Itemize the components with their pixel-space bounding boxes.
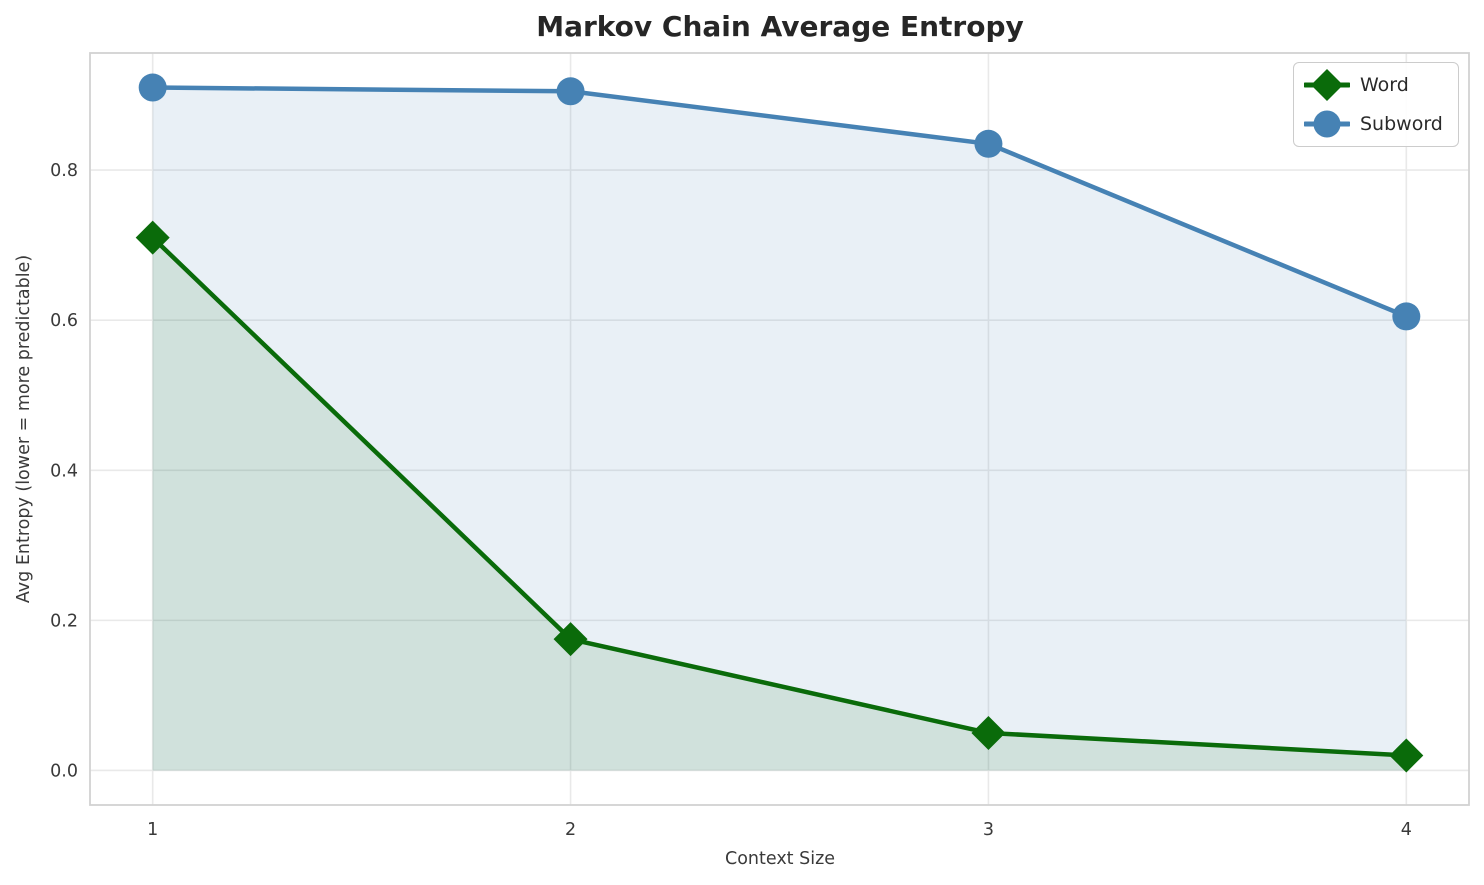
- subword-marker: [974, 129, 1003, 158]
- legend-item-subword: Subword: [1304, 106, 1448, 143]
- x-tick-label: 4: [1401, 820, 1412, 840]
- word-area-fill: [152, 237, 1407, 771]
- legend-item-word: Word: [1304, 67, 1448, 104]
- subword-marker: [138, 73, 167, 102]
- word-marker: [553, 622, 588, 657]
- y-tick-label: 0.4: [50, 461, 78, 481]
- legend-label-subword: Subword: [1360, 112, 1443, 135]
- subword-line: [150, 85, 1409, 319]
- word-marker: [1389, 738, 1424, 773]
- y-axis-label: Avg Entropy (lower = more predictable): [14, 254, 34, 604]
- x-tick-label: 2: [565, 820, 576, 840]
- word-marker: [971, 715, 1006, 750]
- x-axis-label: Context Size: [724, 849, 836, 869]
- plot-border: [89, 52, 1470, 806]
- word-legend-marker-icon: [1304, 69, 1350, 102]
- legend-label-word: Word: [1360, 74, 1409, 97]
- x-tick-label: 3: [983, 820, 994, 840]
- x-tick-label: 1: [147, 820, 158, 840]
- y-tick-label: 0.2: [50, 611, 78, 631]
- subword-marker: [556, 77, 585, 106]
- subword-area-fill: [152, 87, 1407, 771]
- word-line: [150, 235, 1409, 758]
- subword-marker: [1392, 302, 1421, 331]
- y-tick-label: 0.0: [50, 761, 78, 781]
- word-marker: [135, 220, 170, 255]
- chart-title: Markov Chain Average Entropy: [536, 10, 1024, 43]
- subword-legend-marker-icon: [1304, 110, 1350, 138]
- y-tick-label: 0.8: [50, 161, 78, 181]
- y-tick-label: 0.6: [50, 311, 78, 331]
- legend: Word Subword: [1293, 62, 1459, 147]
